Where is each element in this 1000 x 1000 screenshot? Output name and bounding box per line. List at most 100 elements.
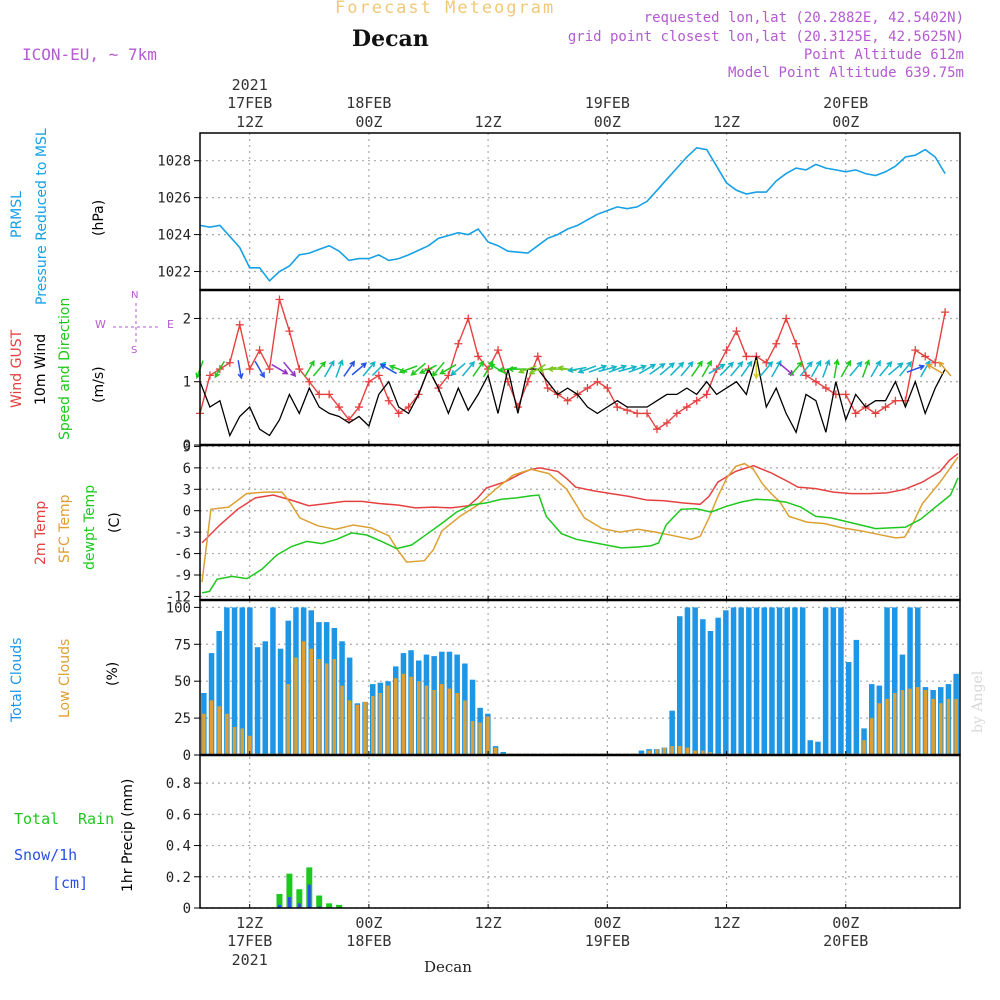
wind-direction-arrow — [822, 359, 831, 378]
y-tick-label: 0 — [183, 748, 191, 764]
total-cloud-bar — [216, 631, 222, 755]
gust-marker — [225, 358, 234, 367]
low-cloud-bar — [286, 684, 290, 755]
wind-direction-arrow — [271, 363, 289, 375]
wind-direction-arrow — [431, 361, 445, 378]
time-label-bottom-day: 17FEB — [227, 932, 272, 950]
clouds-unit-label: (%) — [105, 661, 121, 686]
total-cloud-bar — [723, 610, 729, 755]
gust-marker — [305, 377, 314, 386]
time-label-top-day: 20FEB — [823, 94, 868, 112]
low-cloud-bar — [440, 684, 444, 755]
snow-bar — [297, 903, 301, 908]
total-cloud-bar — [769, 607, 775, 755]
low-cloud-bar — [946, 698, 951, 755]
wind-direction-arrow — [690, 360, 703, 377]
gust-marker — [692, 396, 701, 405]
wind-direction-arrow — [304, 359, 315, 378]
wind-direction-arrow — [906, 364, 926, 373]
total-cloud-bar — [845, 662, 852, 755]
frame-layer — [194, 132, 961, 909]
y-tick-label: 1 — [183, 375, 191, 391]
low-cloud-bar — [424, 685, 429, 755]
wind-direction-arrow — [439, 363, 457, 375]
low-cloud-bar — [893, 693, 897, 755]
low-cloud-bar — [470, 721, 475, 755]
gust-marker — [474, 352, 483, 361]
time-label-bottom-hour: 12Z — [713, 914, 740, 932]
rain-bar — [296, 889, 303, 908]
rain-bar — [336, 904, 343, 908]
gust-marker — [682, 403, 691, 412]
y-tick-label: 1028 — [157, 154, 191, 170]
wind-direction-arrow — [870, 359, 881, 378]
low-cloud-bar — [455, 693, 459, 755]
low-cloud-bar — [655, 749, 659, 755]
wind-direction-arrow — [472, 360, 485, 377]
wind-direction-arrow — [410, 362, 426, 376]
time-label-bottom-hour: 00Z — [832, 914, 859, 932]
grid-layer — [200, 133, 960, 909]
low-cloud-bar — [394, 678, 398, 755]
rain-bar — [286, 873, 293, 908]
requested-coords: requested lon,lat (20.2882E, 42.5402N) — [643, 10, 964, 26]
rain-word-label: Rain — [78, 810, 115, 828]
total-cloud-bar — [884, 607, 890, 755]
time-label-top-hour: 12Z — [236, 113, 263, 131]
wind-direction-arrow — [701, 359, 712, 378]
gust-marker — [275, 295, 284, 304]
wind-direction-arrow — [450, 362, 466, 376]
y-tick-label: 9 — [183, 439, 191, 455]
wind-direction-arrow — [237, 360, 244, 380]
wind-direction-arrow — [708, 363, 726, 375]
wind-direction-arrow — [920, 359, 931, 378]
total-cloud-bar — [746, 607, 752, 755]
snow-bar — [287, 897, 291, 908]
temp-2m-line — [201, 453, 959, 544]
y-tick-label: -3 — [174, 525, 191, 541]
total-cloud-bar — [907, 607, 913, 755]
gust-marker — [205, 371, 214, 380]
time-label-top-day: 18FEB — [346, 94, 391, 112]
low-cloud-bar — [317, 659, 321, 755]
wind-direction-arrow — [598, 364, 618, 373]
total-cloud-bar — [270, 607, 276, 755]
gust-marker — [593, 377, 602, 386]
time-label-top-hour: 00Z — [832, 113, 859, 131]
gust-marker — [881, 403, 890, 412]
low-cloud-bar — [202, 713, 206, 755]
wind-direction-arrow — [759, 360, 774, 377]
gust-marker — [374, 371, 383, 380]
y-tick-label: 50 — [174, 674, 191, 690]
wind-direction-arrow — [283, 361, 297, 378]
wind-direction-arrow — [740, 360, 753, 377]
gust-marker — [722, 346, 731, 355]
gust-marker — [821, 384, 830, 393]
low-cloud-bar — [862, 740, 866, 755]
rain-bar — [326, 903, 333, 908]
y-tick-label: -9 — [174, 568, 191, 584]
low-cloud-bar — [209, 700, 214, 755]
temp-sfc-label: SFC Temp — [57, 494, 73, 563]
gust-marker — [891, 396, 900, 405]
year-label-bottom: 2021 — [232, 951, 268, 969]
panel-frame — [199, 754, 961, 909]
wind-direction-arrow — [680, 360, 694, 377]
temp-sfc-line — [201, 456, 959, 583]
total-cloud-bar — [638, 750, 645, 755]
total-cloud-bar — [792, 607, 798, 755]
y-tick-label: 0.6 — [166, 807, 191, 823]
gust-marker — [315, 390, 324, 399]
wind-direction-arrow — [789, 360, 803, 377]
pressure-msl-label: Pressure Reduced to MSL — [34, 128, 50, 305]
gust-marker — [662, 418, 671, 427]
rain-bar — [276, 893, 283, 908]
low-cloud-bar — [347, 700, 352, 755]
wind-direction-arrow — [418, 364, 437, 374]
total-cloud-bar — [700, 619, 706, 755]
low-cloud-bar — [409, 676, 413, 755]
wind-direction-arrow — [719, 361, 735, 376]
wind-direction-arrow — [840, 359, 852, 378]
low-cloud-bar — [332, 659, 337, 755]
low-cloud-bar — [232, 727, 237, 755]
